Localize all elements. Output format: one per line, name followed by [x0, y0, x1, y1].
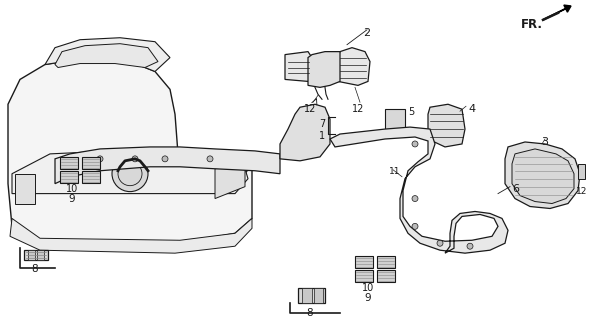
Polygon shape	[45, 38, 170, 71]
Polygon shape	[60, 171, 78, 183]
Text: 9: 9	[365, 293, 371, 303]
Polygon shape	[512, 149, 574, 204]
Circle shape	[412, 223, 418, 229]
Text: 9: 9	[69, 194, 75, 204]
Polygon shape	[338, 48, 370, 85]
Text: 8: 8	[31, 264, 39, 274]
Text: 7: 7	[319, 119, 325, 129]
Circle shape	[467, 243, 473, 249]
FancyArrow shape	[543, 5, 571, 20]
Polygon shape	[12, 149, 248, 194]
Text: FR.: FR.	[521, 18, 543, 31]
Text: 5: 5	[408, 107, 415, 117]
Text: 2: 2	[364, 28, 371, 38]
Text: 11: 11	[389, 167, 401, 176]
Polygon shape	[314, 288, 323, 303]
Circle shape	[112, 156, 148, 192]
Circle shape	[97, 156, 103, 162]
Polygon shape	[82, 171, 100, 183]
Polygon shape	[55, 44, 158, 68]
Polygon shape	[8, 58, 252, 246]
Text: 4: 4	[468, 104, 475, 114]
Text: 6: 6	[512, 184, 519, 194]
Polygon shape	[377, 256, 395, 268]
Bar	[385, 109, 405, 131]
Polygon shape	[578, 164, 585, 179]
Circle shape	[412, 141, 418, 147]
Polygon shape	[37, 250, 44, 260]
Polygon shape	[285, 52, 312, 81]
Text: 8: 8	[307, 308, 313, 318]
Polygon shape	[298, 288, 325, 303]
Text: 10: 10	[362, 283, 374, 293]
Text: 1: 1	[319, 131, 325, 141]
Text: 12: 12	[304, 104, 316, 114]
Circle shape	[132, 156, 138, 162]
Polygon shape	[330, 127, 508, 253]
Polygon shape	[505, 142, 580, 209]
Polygon shape	[82, 157, 100, 169]
Circle shape	[207, 156, 213, 162]
Polygon shape	[428, 104, 465, 147]
Text: 3: 3	[541, 137, 549, 147]
Circle shape	[162, 156, 168, 162]
Circle shape	[412, 196, 418, 202]
Polygon shape	[24, 250, 48, 260]
Polygon shape	[308, 52, 340, 87]
Text: 12: 12	[352, 104, 364, 114]
Text: 10: 10	[66, 184, 78, 194]
Polygon shape	[280, 104, 330, 161]
Polygon shape	[377, 270, 395, 282]
Text: 12: 12	[576, 187, 588, 196]
Polygon shape	[355, 270, 373, 282]
Circle shape	[437, 240, 443, 246]
Polygon shape	[15, 174, 35, 204]
Polygon shape	[355, 256, 373, 268]
Polygon shape	[60, 157, 78, 169]
Polygon shape	[10, 219, 252, 253]
Polygon shape	[302, 288, 312, 303]
Polygon shape	[55, 147, 280, 184]
Polygon shape	[215, 164, 245, 199]
Polygon shape	[28, 250, 35, 260]
